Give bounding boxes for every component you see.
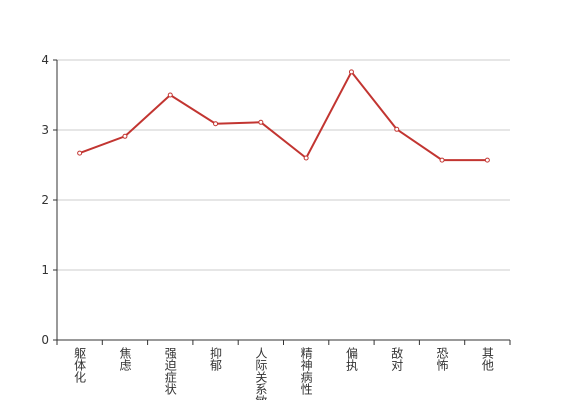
point [348,69,354,75]
point [258,119,264,125]
line [79,70,488,162]
y-tick-label: 0 [41,333,49,347]
point [122,133,128,139]
point [484,157,490,163]
x-tick-label: 敌对 [390,346,404,371]
x-tick-label: 精神病性 [299,347,313,396]
point [167,92,173,98]
x-tick-label: 人际关系敏感 [254,347,268,400]
x-tick-label: 抑郁 [209,346,223,372]
y-tick-label: 4 [41,53,49,67]
point [439,157,445,163]
x-tick-label: 强迫症状 [163,347,177,395]
point [213,121,219,127]
x-tick-label: 偏执 [344,346,358,372]
point [394,126,400,132]
point [77,150,83,156]
y-tick-label: 2 [41,193,49,207]
y-tick-label: 3 [41,123,49,137]
x-tick-label: 恐怖 [435,347,449,371]
x-tick-label: 躯体化 [73,346,87,384]
x-tick-label: 焦虑 [118,347,132,371]
point [303,155,309,161]
y-tick-label: 1 [41,263,49,277]
x-tick-label: 其他 [480,347,494,371]
